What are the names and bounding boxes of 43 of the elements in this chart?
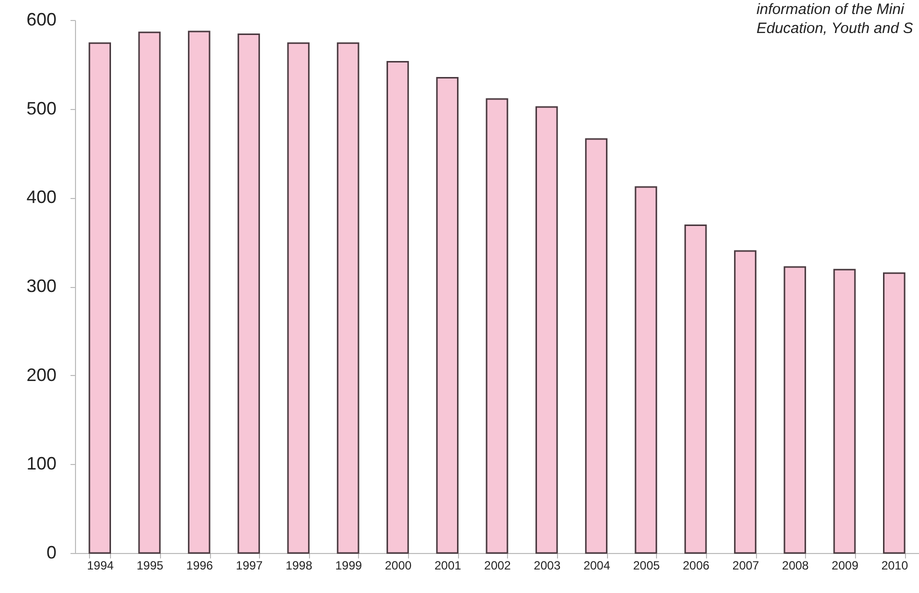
x-tick-label: 1994 [86,558,114,572]
bar [684,224,707,554]
x-tick-label: 2005 [633,558,660,572]
annotation: Education, Youth and S [756,19,913,38]
x-tick-label: 2000 [384,558,412,572]
x-tick-label: 2008 [782,558,810,572]
x-tick-label: 2007 [732,558,760,572]
x-tick-label: 2004 [583,558,610,572]
x-tick-label: 1996 [186,558,214,572]
bar [287,42,310,554]
bar [585,138,608,554]
y-tick-label: 400 [26,187,56,208]
x-tick-label: 2003 [534,558,561,572]
y-tick-label: 500 [26,98,56,118]
x-tick-label: 2001 [434,558,462,572]
text: information of the Mini [756,0,906,19]
x-tick-label: 1995 [136,558,164,572]
bar [833,268,856,554]
bar [386,61,409,554]
y-tick-label: 200 [26,364,56,385]
x-tick-label: 1999 [335,558,362,572]
bar [336,42,360,554]
bar [883,272,906,554]
x-tick-label: 1998 [286,558,313,572]
x-tick-label: 2010 [881,558,908,572]
bar [238,33,260,554]
bar [88,42,111,554]
bar [188,30,210,554]
x-tick-label: 2002 [484,558,512,572]
bar [535,106,558,554]
bar [634,186,658,554]
y-tick-label: 100 [26,454,56,474]
bar [138,32,161,554]
bar [486,98,508,554]
bar [436,76,459,554]
x-tick-label: 2006 [682,558,710,572]
x-tick-label: 2009 [832,558,859,572]
bar [784,266,806,554]
x-tick-label: 1997 [236,558,263,572]
y-tick-label: 600 [26,10,56,30]
y-tick-label: 0 [46,542,56,562]
bar [734,250,756,554]
y-tick-label: 300 [26,276,56,296]
